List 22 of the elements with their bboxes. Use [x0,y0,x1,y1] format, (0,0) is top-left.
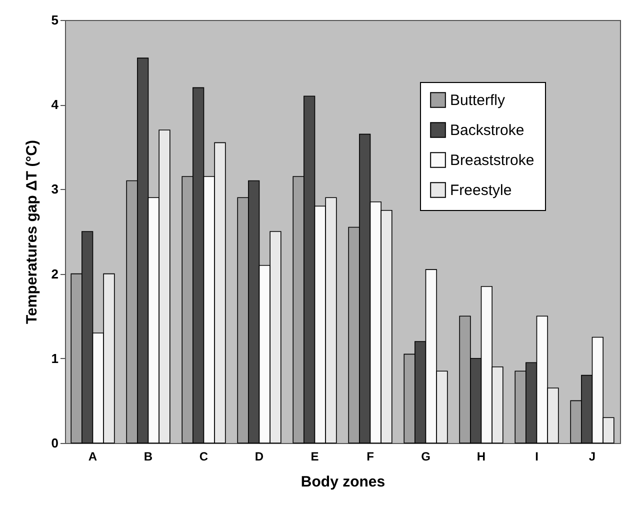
legend-label: Backstroke [450,122,524,139]
x-tick-label: D [254,450,264,464]
x-axis-title: Body zones [300,474,386,490]
x-tick-label: F [366,450,374,464]
y-tick-label: 2 [51,266,58,282]
y-tick-label: 3 [51,182,58,197]
x-tick-label: J [588,450,596,464]
x-tick-label: A [88,450,98,464]
x-tick-label: H [476,450,486,464]
y-axis-title: Temperatures gap ΔT (°C) [23,140,40,324]
legend-label: Breaststroke [450,152,534,169]
y-tick-label: 4 [51,97,60,112]
legend-label: Freestyle [450,182,512,199]
x-tick-label: C [199,450,208,464]
x-tick-label: E [310,450,319,464]
y-tick-label: 0 [51,436,58,450]
y-tick-label: 1 [51,350,58,366]
x-tick-label: B [144,450,153,464]
x-tick-label: G [421,450,430,464]
y-tick-label: 5 [51,12,58,28]
legend-label: Butterfly [450,92,506,109]
x-tick-label: I [535,450,538,464]
